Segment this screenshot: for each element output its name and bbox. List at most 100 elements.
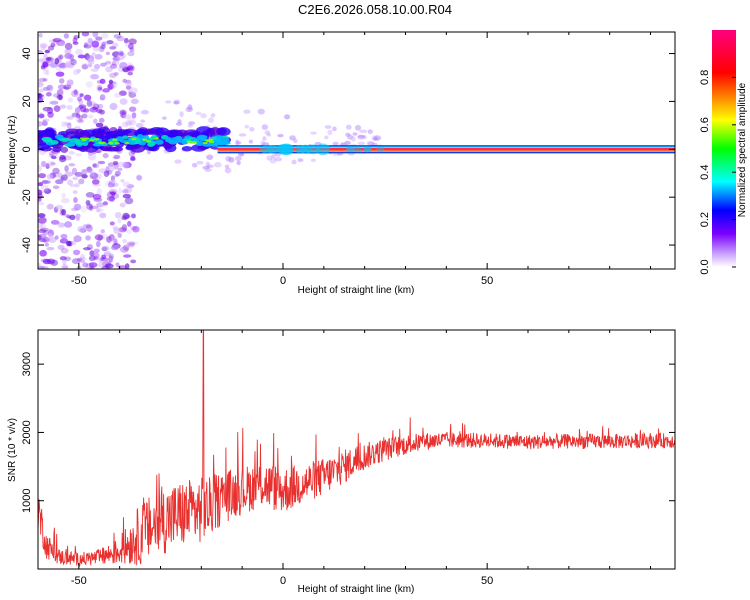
spectrogram-y-tick-label: 40	[21, 47, 33, 59]
colorbar: 0.0 0.2 0.4 0.6 0.8 Normalized spectral …	[699, 30, 748, 275]
noise-blob	[53, 105, 61, 112]
noise-blob	[45, 160, 55, 168]
noise-blob	[90, 74, 99, 80]
noise-blob	[208, 117, 214, 124]
noise-blob	[109, 102, 118, 111]
noise-blob	[109, 196, 115, 202]
noise-blob	[357, 141, 366, 146]
noise-blob	[205, 161, 211, 168]
noise-blob	[38, 213, 46, 218]
noise-blob	[52, 93, 61, 98]
noise-blob	[92, 163, 97, 168]
noise-blob	[52, 37, 62, 43]
noise-blob	[39, 43, 48, 49]
noise-blob	[88, 114, 94, 119]
noise-blob	[77, 257, 83, 262]
band-core-blob	[168, 139, 178, 145]
noise-blob	[68, 163, 76, 167]
noise-blob	[52, 167, 60, 175]
noise-blob	[46, 204, 54, 210]
noise-blob	[109, 221, 115, 226]
noise-blob	[45, 57, 52, 61]
noise-blob	[95, 122, 104, 128]
noise-blob	[85, 192, 95, 198]
band-blob	[176, 129, 188, 138]
noise-blob	[129, 157, 136, 162]
noise-blob	[114, 173, 120, 178]
noise-blob	[112, 156, 120, 160]
noise-blob	[140, 109, 149, 115]
carrier-disturbance-blob	[316, 143, 331, 156]
noise-blob	[60, 198, 70, 204]
noise-blob	[57, 84, 66, 90]
noise-blob	[61, 192, 66, 199]
noise-blob	[58, 54, 64, 60]
noise-blob	[125, 85, 132, 90]
band-blob	[92, 128, 106, 134]
noise-blob	[131, 112, 137, 119]
noise-blob	[38, 81, 44, 88]
noise-blob	[103, 258, 111, 263]
noise-blob	[109, 72, 117, 79]
noise-blob	[38, 201, 45, 206]
noise-blob	[103, 251, 111, 257]
noise-blob	[89, 250, 95, 257]
noise-blob	[236, 141, 242, 145]
noise-blob	[91, 52, 96, 57]
noise-blob	[38, 33, 43, 38]
noise-blob	[123, 244, 130, 251]
noise-blob	[54, 235, 59, 240]
noise-blob	[104, 60, 112, 65]
band-peak-blob	[142, 138, 148, 141]
band-blob	[38, 130, 45, 137]
noise-blob	[124, 197, 134, 205]
colorbar-ticks	[732, 76, 736, 268]
noise-blob	[117, 187, 122, 195]
noise-blob	[48, 236, 57, 243]
noise-blob	[196, 160, 204, 165]
noise-blob	[248, 139, 253, 144]
noise-blob	[45, 163, 50, 170]
noise-blob	[42, 118, 50, 123]
noise-blob	[224, 167, 232, 174]
noise-blob	[96, 108, 103, 114]
noise-blob	[38, 120, 43, 127]
noise-blob	[372, 137, 379, 141]
noise-blob	[38, 265, 45, 269]
noise-blob	[105, 165, 115, 172]
noise-blob	[47, 232, 53, 238]
noise-blob	[102, 201, 108, 206]
noise-blob	[112, 59, 120, 66]
band-blob	[181, 145, 193, 152]
noise-blob	[67, 53, 75, 60]
noise-blob	[243, 109, 251, 114]
noise-blob	[228, 156, 235, 163]
noise-blob	[109, 191, 117, 196]
noise-blob	[110, 179, 116, 184]
carrier-disturbance-blob	[363, 146, 372, 153]
noise-blob	[74, 182, 80, 188]
noise-blob	[345, 132, 351, 137]
noise-blob	[38, 216, 47, 224]
noise-blob	[95, 240, 101, 248]
noise-blob	[56, 94, 63, 100]
noise-blob	[93, 255, 99, 261]
noise-blob	[111, 182, 119, 187]
carrier-disturbance-blob	[294, 144, 307, 154]
colorbar-tick-label: 0.0	[699, 259, 711, 274]
noise-blob	[354, 124, 362, 131]
noise-blob	[124, 263, 130, 269]
snr-x-axis-title: Height of straight line (km)	[298, 584, 415, 595]
noise-blob	[38, 234, 42, 241]
noise-blob	[73, 34, 79, 40]
noise-blob	[106, 191, 116, 199]
noise-blob	[87, 153, 97, 161]
noise-blob	[72, 176, 79, 181]
noise-blob	[179, 111, 184, 118]
band-blob	[100, 146, 114, 152]
noise-blob	[49, 100, 59, 105]
noise-blob	[110, 245, 119, 251]
carrier-disturbance-blob	[346, 146, 355, 153]
noise-blob	[88, 203, 94, 212]
band-peak-blob	[84, 137, 90, 140]
